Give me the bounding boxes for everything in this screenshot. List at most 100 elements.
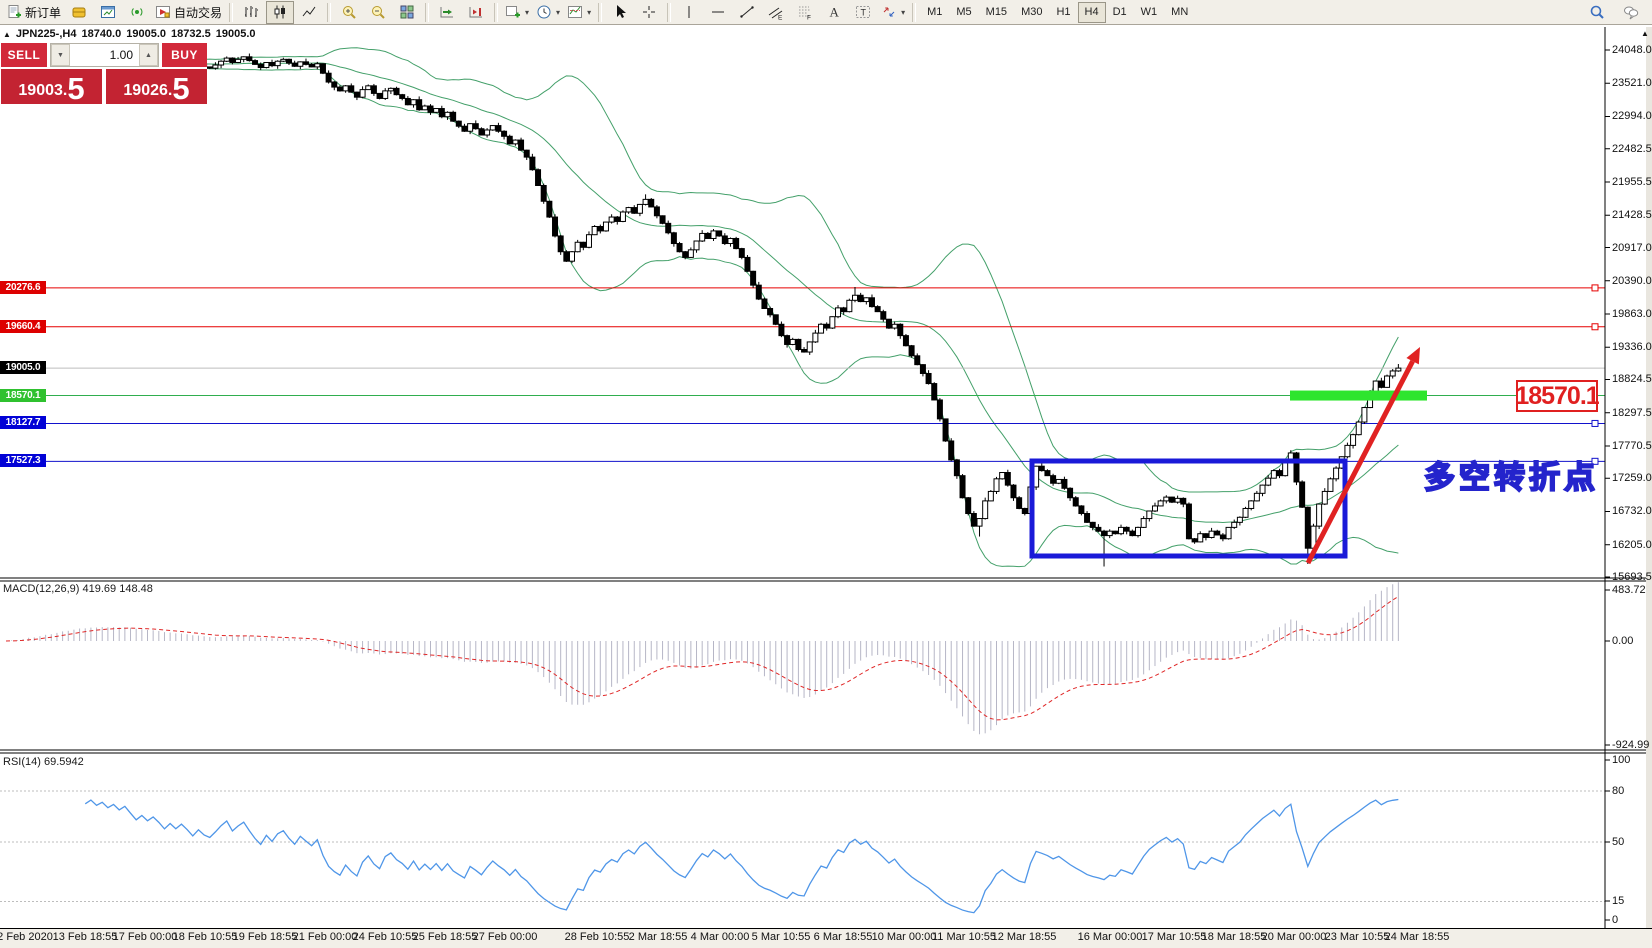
scroll-up-icon[interactable]: ▲ [1641, 29, 1649, 38]
zoom-in-icon[interactable] [335, 1, 363, 24]
time-axis-label: 16 Mar 00:00 [1077, 931, 1143, 943]
support-highlight-bar[interactable] [1290, 390, 1427, 401]
time-axis-label: 19 Feb 18:55 [232, 931, 298, 943]
arrows-icon[interactable]: ▾ [878, 1, 908, 24]
zoom-out-icon[interactable] [364, 1, 392, 24]
timeframe-w1-button[interactable]: W1 [1140, 6, 1158, 18]
buy-price-button[interactable]: 19026. 5 [106, 69, 207, 104]
line-handle[interactable] [1591, 323, 1599, 331]
time-axis-label: 17 Mar 10:55 [1141, 931, 1207, 943]
trend-line-icon[interactable] [733, 1, 761, 24]
volume-input[interactable] [70, 44, 139, 66]
time-axis-label: 2 Feb 2020 [0, 931, 53, 943]
text-label-icon[interactable]: T [849, 1, 877, 24]
timeframe-mn-button[interactable]: MN [1171, 6, 1189, 18]
chat-icon[interactable] [1617, 1, 1645, 24]
timeframe-m30-button[interactable]: M30 [1021, 6, 1043, 18]
rsi-axis-label: 50 [1612, 836, 1625, 848]
price-axis-label: 18297.5 [1612, 406, 1652, 419]
price-line-tag: 19660.4 [0, 319, 46, 333]
svg-text:A: A [830, 5, 840, 20]
price-callout-tag[interactable]: 18570.1 [1515, 380, 1600, 412]
timeframe-h1-button[interactable]: H1 [1056, 6, 1071, 18]
time-axis-label: 12 Mar 18:55 [991, 931, 1057, 943]
search-icon[interactable] [1583, 1, 1611, 24]
trend-arrow-head [1406, 347, 1420, 365]
buy-button[interactable]: BUY [162, 43, 207, 67]
time-axis-label: 24 Mar 18:55 [1384, 931, 1450, 943]
time-axis-label: 28 Feb 10:55 [564, 931, 630, 943]
rsi-line [84, 798, 1399, 914]
toolbar-group [433, 1, 490, 24]
chart-shift-icon[interactable] [462, 1, 490, 24]
time-axis-label: 18 Feb 10:55 [172, 931, 238, 943]
volume-increase-button[interactable]: ▲ [139, 44, 158, 66]
time-axis-label: 25 Feb 18:55 [412, 931, 478, 943]
macd-axis-label: -924.99 [1612, 739, 1650, 751]
price-axis-label: 20917.0 [1612, 241, 1652, 254]
chart-window-icon[interactable] [94, 1, 122, 24]
sell-price-button[interactable]: 19003. 5 [1, 69, 102, 104]
price-axis-label: 16732.0 [1612, 505, 1652, 518]
price-axis-label: 16205.0 [1612, 538, 1652, 551]
sell-button[interactable]: SELL [1, 43, 47, 67]
time-axis-label: 5 Mar 10:55 [751, 931, 811, 943]
new-chart-icon[interactable]: ▾ [502, 1, 532, 24]
timeframe-m1-button[interactable]: M1 [927, 6, 943, 18]
rsi-axis-label: 15 [1612, 895, 1625, 907]
trend-arrow[interactable] [1305, 360, 1415, 565]
time-axis-label: 24 Feb 10:55 [352, 931, 418, 943]
candlestick-icon[interactable] [266, 0, 295, 24]
turning-point-note[interactable]: 多空转折点 [1423, 459, 1599, 496]
line-chart-icon[interactable] [295, 1, 323, 24]
buy-price-frac: 5 [172, 70, 190, 106]
time-axis-label: 13 Feb 18:55 [52, 931, 118, 943]
bar-chart-icon[interactable] [237, 1, 265, 24]
rsi-axis-label: 100 [1612, 754, 1631, 766]
price-axis-label: 17259.0 [1612, 472, 1652, 485]
toolbar-right [1583, 1, 1649, 24]
consolidation-rectangle[interactable] [1029, 458, 1348, 559]
timeframe-d1-button[interactable]: D1 [1112, 6, 1127, 18]
symbol-name: JPN225-,H4 [15, 28, 77, 40]
gold-icon[interactable] [65, 1, 93, 24]
signal-icon[interactable] [123, 1, 151, 24]
vertical-line-icon[interactable] [675, 1, 703, 24]
cursor-icon[interactable] [606, 1, 634, 24]
line-handle[interactable] [1591, 457, 1599, 465]
auto-trading-button[interactable]: 自动交易 [152, 1, 225, 24]
volume-stepper: ▼ ▲ [50, 43, 159, 67]
fibonacci-icon[interactable]: F [791, 1, 819, 24]
toolbar-separator [598, 2, 603, 22]
macd-signal-value: 148.48 [119, 583, 153, 595]
tile-windows-icon[interactable] [393, 1, 421, 24]
template-icon[interactable]: ▾ [564, 1, 594, 24]
price-axis-label: 23521.0 [1612, 77, 1652, 90]
crosshair-icon[interactable] [635, 1, 663, 24]
macd-signal-line [5, 596, 1399, 721]
ohlc-close: 19005.0 [215, 28, 256, 40]
sell-price-frac: 5 [67, 70, 85, 106]
price-axis-label: 24048.0 [1612, 44, 1652, 56]
chart-scrollbar[interactable] [1646, 27, 1652, 928]
new-order-button[interactable]: 新订单 [3, 1, 64, 24]
macd-main-value: 419.69 [82, 583, 117, 595]
horizontal-line-icon[interactable] [704, 1, 732, 24]
time-axis-label: 18 Mar 18:55 [1201, 931, 1267, 943]
clock-icon[interactable]: ▾ [533, 1, 563, 24]
line-handle[interactable] [1591, 419, 1599, 427]
rsi-pane [0, 790, 1605, 914]
volume-decrease-button[interactable]: ▼ [51, 44, 70, 66]
price-axis-label: 22994.0 [1612, 110, 1652, 123]
macd-axis-label: 0.00 [1612, 635, 1634, 647]
timeframe-m5-button[interactable]: M5 [956, 6, 972, 18]
svg-text:T: T [861, 8, 867, 18]
timeframe-h4-button[interactable]: H4 [1077, 1, 1106, 23]
line-handle[interactable] [1591, 284, 1599, 292]
auto-scroll-icon[interactable] [433, 1, 461, 24]
text-icon[interactable]: A [820, 1, 848, 24]
equidistant-channel-icon[interactable]: E [762, 1, 790, 24]
price-line-tag: 19005.0 [0, 361, 46, 375]
timeframe-m15-button[interactable]: M15 [985, 6, 1008, 18]
